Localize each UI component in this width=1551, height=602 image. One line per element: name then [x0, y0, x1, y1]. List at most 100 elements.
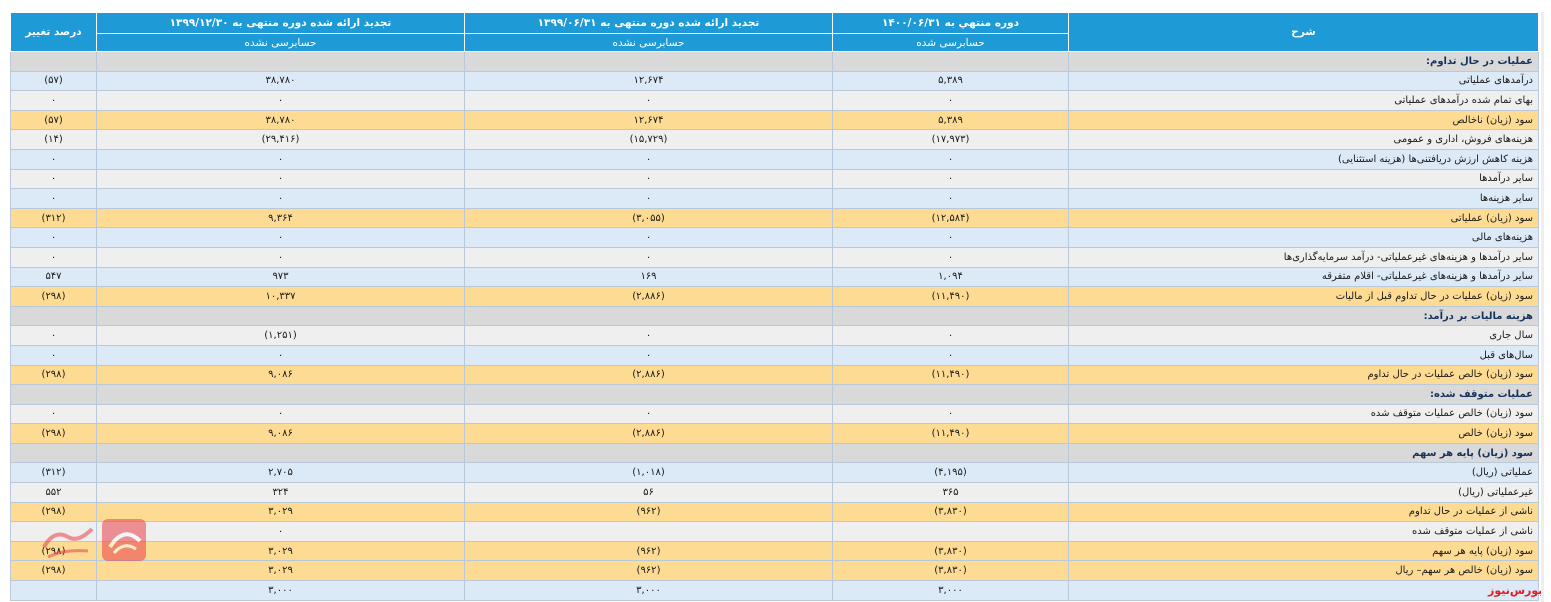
row-label: سود (زیان) عملیات در حال تداوم قبل از ما…: [1068, 286, 1539, 307]
value-percent-change: [10, 521, 97, 542]
table-row: بهای تمام شده درآمدهای عملیاتی ۰ ۰ ۰ ۰: [10, 90, 1539, 111]
value-period-139912: ۰: [96, 521, 465, 542]
row-label: سود (زیان) عملیاتی: [1068, 207, 1539, 229]
value-percent-change: ۰: [10, 325, 97, 346]
value-period-139912: (۱,۲۵۱): [96, 325, 465, 346]
table-row: سود (زیان) پایه هر سهم (۳,۸۳۰) (۹۶۲) ۳,۰۲۹(…: [10, 540, 1539, 562]
value-period-139912: ۳,۰۰۰: [96, 580, 465, 601]
row-label: عملیاتی (ریال): [1068, 462, 1539, 484]
value-period-139912: ۰: [96, 246, 465, 268]
value-period-139912: ۰: [96, 227, 465, 248]
header-row: شرح دوره منتهي به ۱۴۰۰/۰۶/۳۱ تجدید ارائه…: [10, 12, 1539, 52]
table-row: غیرعملیاتی (ریال) ۳۶۵ ۵۶ ۳۲۴ ۵۵۲: [10, 482, 1539, 503]
value-percent-change: ۵۵۲: [10, 482, 97, 503]
row-label: ناشی از عملیات در حال تداوم: [1068, 501, 1539, 523]
value-period-139912: ۹,۰۸۶: [96, 423, 465, 444]
value-percent-change: ۰: [10, 188, 97, 209]
value-period-139906: (۱۵,۷۲۹): [464, 129, 833, 150]
row-label: سال جاری: [1068, 325, 1539, 346]
section-header-row: عملیات متوقف شده:: [10, 384, 1539, 405]
row-label: سال‌های قبل: [1068, 344, 1539, 366]
value-period-139912: ۳,۰۲۹: [96, 560, 465, 582]
table-row: عملیاتی (ریال) (۴,۱۹۵) (۱,۰۱۸) ۲,۷۰۵ (۳۱۲): [10, 462, 1539, 484]
header-period-139906: تجدید ارائه شده دوره منتهی به ۱۳۹۹/۰۶/۳۱: [464, 12, 833, 34]
value-percent-change: (۵۷): [10, 70, 97, 92]
value-period-1400: (۳,۸۳۰): [832, 501, 1069, 523]
header-subrow: حسابرسی شده حسابرسی نشده حسابرسی نشده: [11, 33, 1539, 52]
value-period-139912: ۹۷۳: [96, 266, 465, 288]
table-row: سایر هزینه‌ها ۰ ۰ ۰ ۰: [10, 188, 1539, 209]
value-period-139906: ۰: [464, 188, 833, 209]
table-row: سود (زیان) خالص عملیات متوقف شده ۰ ۰ ۰ ۰: [10, 403, 1539, 425]
value-period-1400: ۳۶۵: [832, 482, 1069, 503]
row-label: عملیات در حال تداوم:: [1068, 51, 1539, 72]
value-percent-change: ۰: [10, 148, 97, 170]
value-period-139906: (۹۶۲): [464, 540, 833, 562]
table-row: هزینه‌های مالی ۰ ۰ ۰ ۰: [10, 227, 1539, 248]
header-audit-status-1: حسابرسی شده: [832, 33, 1069, 52]
value-period-1400: ۵,۳۸۹: [832, 70, 1069, 92]
table-row: سال‌های قبل ۰ ۰ ۰ ۰: [10, 344, 1539, 366]
value-period-1400: ۰: [832, 227, 1069, 248]
value-period-139912: ۰: [96, 90, 465, 111]
value-period-1400: (۱۷,۹۷۳): [832, 129, 1069, 150]
value-period-1400: [832, 521, 1069, 542]
value-percent-change: (۲۹۸): [10, 540, 97, 562]
value-percent-change: (۲۹۸): [10, 286, 97, 307]
value-period-139912: [96, 384, 465, 405]
value-percent-change: [10, 384, 97, 405]
value-percent-change: [10, 305, 97, 327]
value-period-139906: ۳,۰۰۰: [464, 580, 833, 601]
row-label: هزینه مالیات بر درآمد:: [1068, 305, 1539, 327]
table-row: سود (زیان) خالص هر سهم– ریال (۳,۸۳۰) (۹۶۲)…: [10, 560, 1539, 582]
table-row: ناشی از عملیات در حال تداوم (۳,۸۳۰) (۹۶۲) ۳…: [10, 501, 1539, 523]
value-period-139906: [464, 521, 833, 542]
section-header-row: هزینه مالیات بر درآمد:: [10, 305, 1539, 327]
value-period-1400: (۱۱,۴۹۰): [832, 286, 1069, 307]
table-row: درآمدهای عملیاتی ۵,۳۸۹ ۱۲,۶۷۴ ۳۸,۷۸۰ (۵۷): [10, 70, 1539, 92]
value-period-1400: ۵,۳۸۹: [832, 109, 1069, 131]
value-period-139912: ۳۸,۷۸۰: [96, 109, 465, 131]
table-row: سایر درآمدها و هزینه‌های غیرعملیاتی- درآ…: [10, 246, 1539, 268]
value-percent-change: ۰: [10, 168, 97, 190]
value-percent-change: (۱۴): [10, 129, 97, 150]
value-period-139912: ۲,۷۰۵: [96, 462, 465, 484]
value-period-139912: ۹,۳۶۴: [96, 207, 465, 229]
header-period-139912: تجدید ارائه شده دوره منتهی به ۱۳۹۹/۱۲/۳۰: [96, 12, 465, 34]
value-period-139912: ۰: [96, 188, 465, 209]
row-label: ناشی از عملیات متوقف شده: [1068, 521, 1539, 542]
row-label: سایر درآمدها و هزینه‌های غیرعملیاتی- اقل…: [1068, 266, 1539, 288]
value-period-139912: ۳,۰۲۹: [96, 540, 465, 562]
value-period-139912: (۲۹,۴۱۶): [96, 129, 465, 150]
row-label: هزینه کاهش ارزش دریافتنی‌ها (هزینه استثن…: [1068, 148, 1539, 170]
value-period-1400: (۳,۸۳۰): [832, 560, 1069, 582]
row-label: سود (زیان) پایه هر سهم: [1068, 540, 1539, 562]
row-label: سود (زیان) خالص عملیات متوقف شده: [1068, 403, 1539, 425]
value-period-1400: [832, 51, 1069, 72]
value-period-139906: (۱,۰۱۸): [464, 462, 833, 484]
value-period-139906: (۲,۸۸۶): [464, 364, 833, 386]
value-percent-change: ۵۴۷: [10, 266, 97, 288]
row-label: سود (زیان) پایه هر سهم: [1068, 442, 1539, 464]
value-period-1400: (۱۱,۴۹۰): [832, 423, 1069, 444]
value-percent-change: ۰: [10, 246, 97, 268]
value-period-139912: [96, 442, 465, 464]
value-percent-change: (۵۷): [10, 109, 97, 131]
value-period-139906: (۲,۸۸۶): [464, 423, 833, 444]
value-period-139912: ۳,۰۲۹: [96, 501, 465, 523]
table-row: ناشی از عملیات متوقف شده ۰: [10, 521, 1539, 542]
value-period-139906: ۰: [464, 227, 833, 248]
table-row: سود (زیان) عملیاتی (۱۲,۵۸۴) (۳,۰۵۵) ۹,۳۶۴ (۳…: [10, 207, 1539, 229]
value-period-139906: [464, 384, 833, 405]
table-row: سود (زیان) خالص عملیات در حال تداوم (۱۱,۴…: [10, 364, 1539, 386]
bourse-news-logo-watermark: [42, 519, 146, 561]
value-period-1400: ۰: [832, 403, 1069, 425]
header-audit-status-2: حسابرسی نشده: [464, 33, 833, 52]
value-period-139912: ۳۸,۷۸۰: [96, 70, 465, 92]
value-period-139906: ۱۲,۶۷۴: [464, 109, 833, 131]
value-period-1400: ۱,۰۹۴: [832, 266, 1069, 288]
value-period-139912: ۱۰,۳۳۷: [96, 286, 465, 307]
financial-statement-table: شرح دوره منتهي به ۱۴۰۰/۰۶/۳۱ تجدید ارائه…: [10, 12, 1539, 601]
value-period-139906: ۱۶۹: [464, 266, 833, 288]
value-period-139906: (۹۶۲): [464, 560, 833, 582]
